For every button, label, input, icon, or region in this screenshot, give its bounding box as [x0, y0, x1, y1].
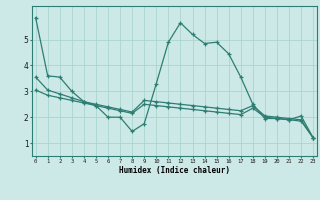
X-axis label: Humidex (Indice chaleur): Humidex (Indice chaleur) [119, 166, 230, 175]
